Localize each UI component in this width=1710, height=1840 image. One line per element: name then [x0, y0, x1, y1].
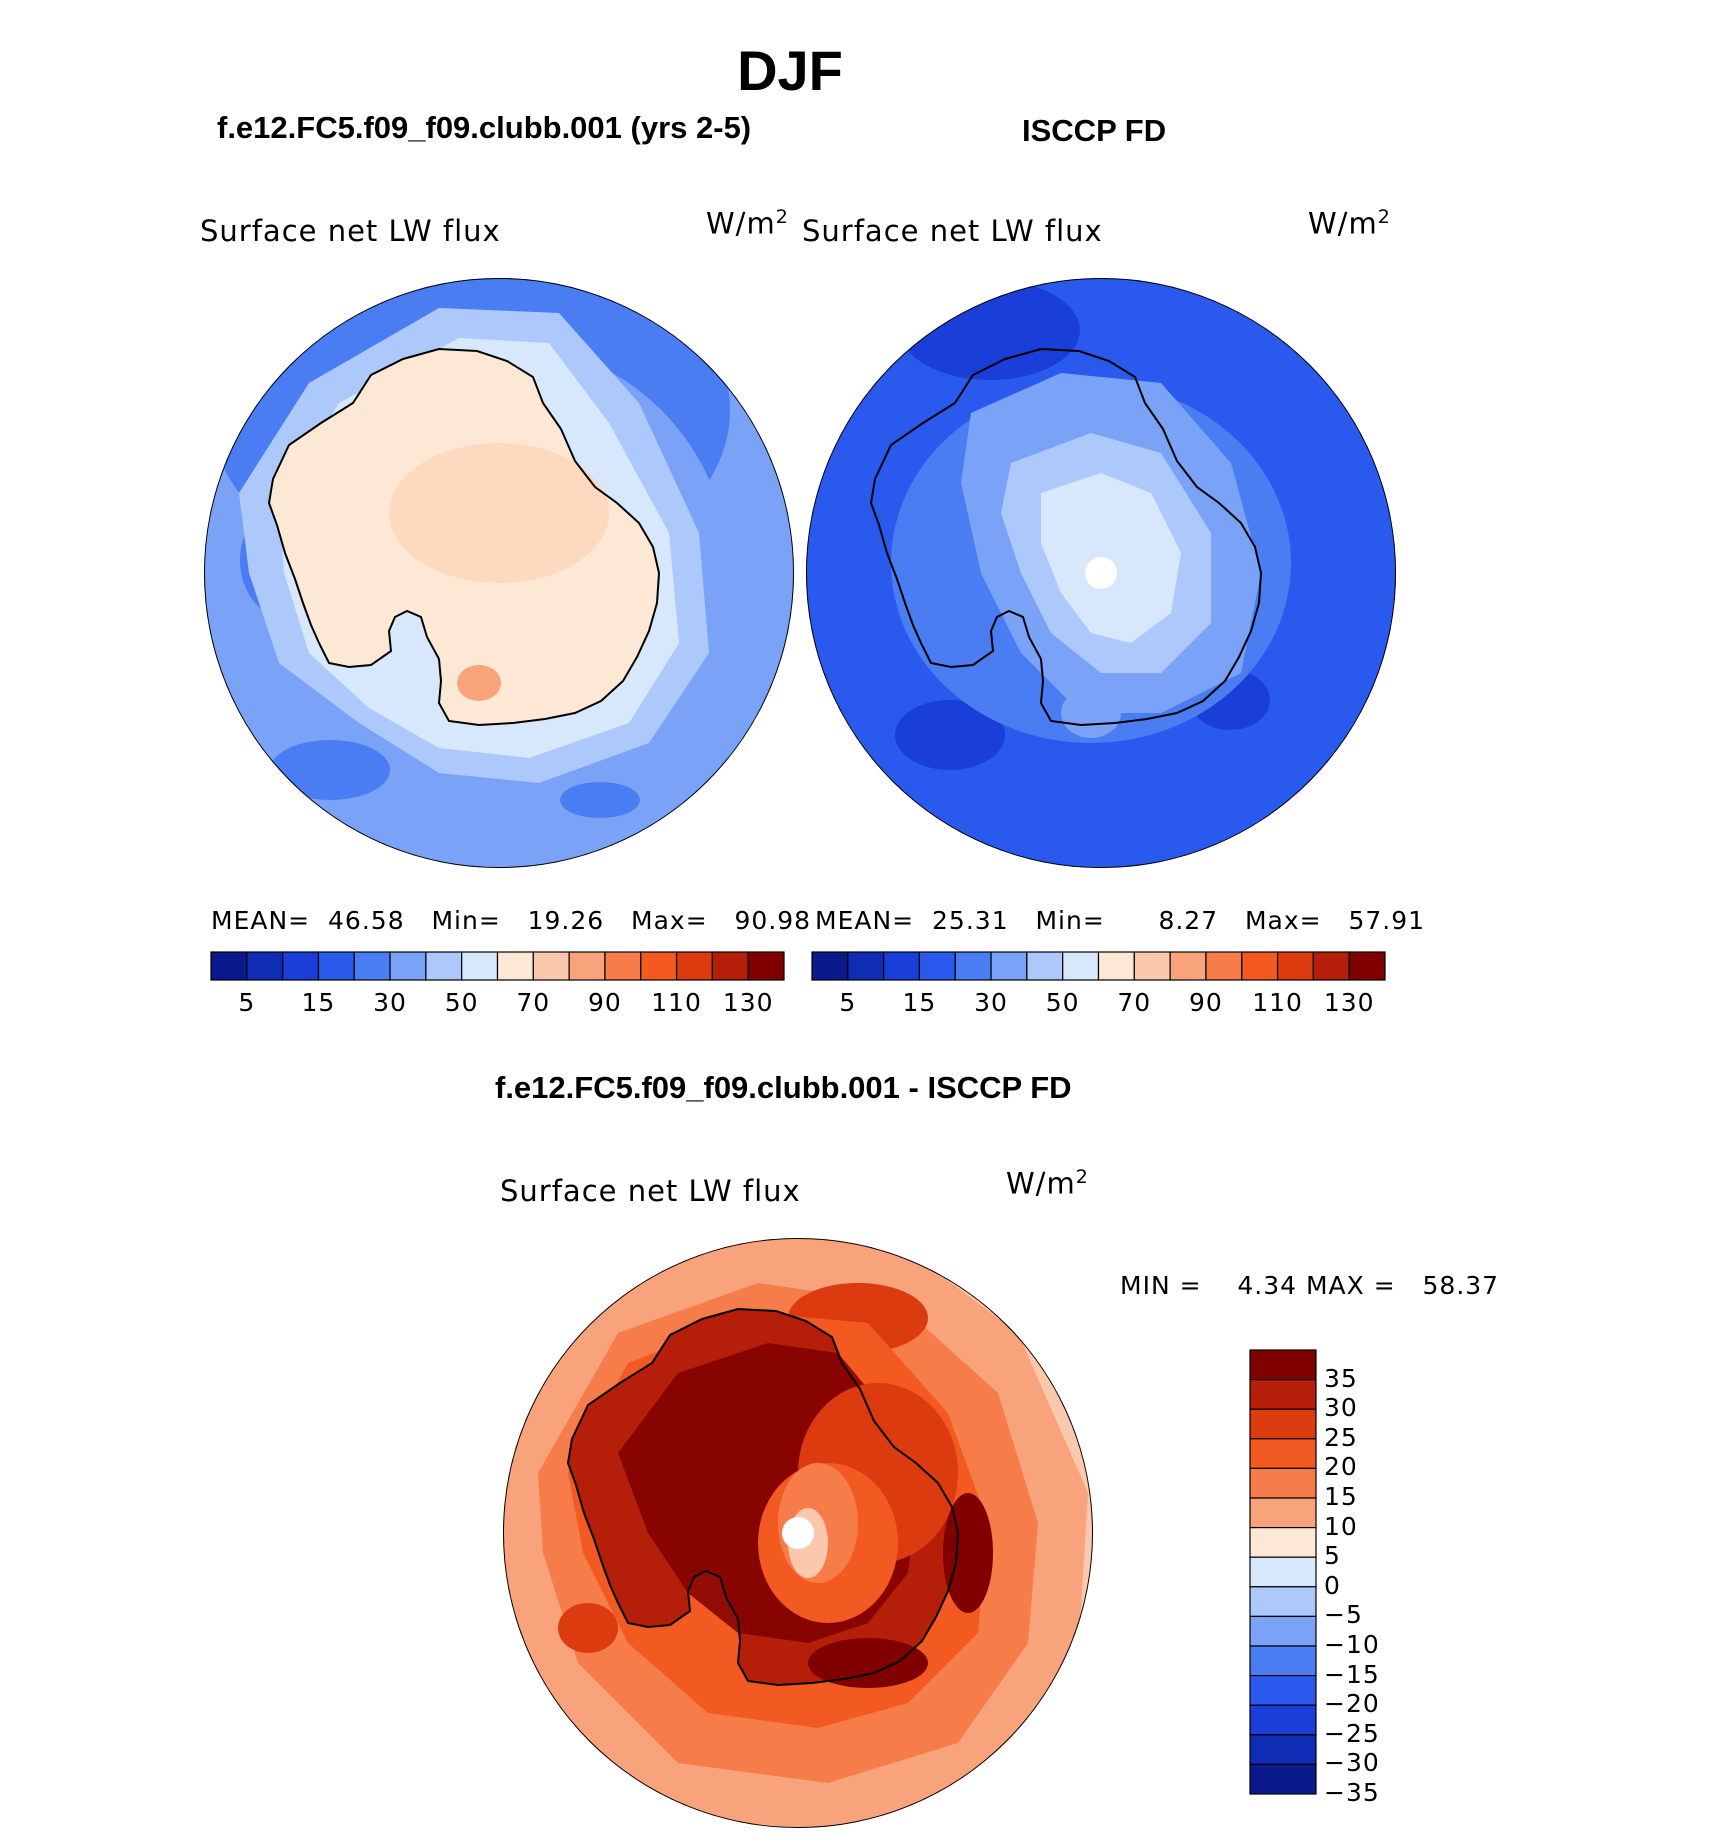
colorbar-tick-label: 30: [373, 988, 407, 1017]
colorbar-swatch: [990, 951, 1028, 981]
colorbar-tick-label: −5: [1324, 1600, 1363, 1630]
colorbar-swatch: [1249, 1497, 1317, 1529]
colorbar-swatch: [568, 951, 606, 981]
colorbar-swatch: [1249, 1645, 1317, 1677]
colorbar-tick-label: −35: [1324, 1778, 1380, 1807]
colorbar-swatch: [811, 951, 849, 981]
colorbar-tick-label: −15: [1324, 1659, 1380, 1689]
model-colorbar: [210, 951, 785, 981]
colorbar-swatch: [425, 951, 463, 981]
colorbar-swatch: [532, 951, 570, 981]
diff-heading: f.e12.FC5.f09_f09.clubb.001 - ISCCP FD: [495, 1070, 1072, 1105]
colorbar-tick-label: 50: [444, 988, 479, 1017]
colorbar-swatch: [282, 951, 320, 981]
colorbar-swatch: [1249, 1615, 1317, 1647]
colorbar-tick-label: 5: [839, 988, 857, 1017]
colorbar-swatch: [1249, 1556, 1317, 1588]
colorbar-tick-label: 25: [1324, 1422, 1358, 1452]
colorbar-swatch: [461, 951, 499, 981]
colorbar-tick-label: 130: [1323, 988, 1375, 1017]
colorbar-tick-label: −10: [1324, 1630, 1380, 1659]
colorbar-tick-label: 0: [1324, 1570, 1341, 1600]
obs-colorbar: [811, 951, 1386, 981]
colorbar-tick-label: 30: [974, 988, 1008, 1017]
colorbar-swatch: [1249, 1763, 1317, 1795]
colorbar-swatch: [1312, 951, 1350, 981]
colorbar-tick-label: 15: [1324, 1482, 1358, 1511]
colorbar-tick-label: 50: [1045, 988, 1080, 1017]
colorbar-swatch: [1205, 951, 1243, 981]
colorbar-swatch: [1348, 951, 1386, 981]
obs-heading: ISCCP FD: [1022, 113, 1167, 148]
diff-map: [503, 1238, 1093, 1828]
colorbar-tick-label: 5: [238, 988, 256, 1017]
colorbar-swatch: [604, 951, 642, 981]
colorbar-swatch: [747, 951, 785, 981]
colorbar-swatch: [1249, 1438, 1317, 1470]
main-title: DJF: [737, 39, 843, 102]
model-map: [204, 278, 794, 868]
colorbar-swatch: [1062, 951, 1100, 981]
colorbar-swatch: [1249, 1674, 1317, 1706]
colorbar-tick-label: −20: [1324, 1689, 1380, 1719]
colorbar-swatch: [1249, 1378, 1317, 1410]
colorbar-tick-label: 90: [1189, 988, 1223, 1017]
diff-stats: MIN = 4.34 MAX = 58.37: [1120, 1271, 1500, 1300]
colorbar-swatch: [1097, 951, 1135, 981]
diff-colorbar: [1249, 1349, 1317, 1795]
obs-variable-label: Surface net LW flux: [802, 214, 1103, 248]
colorbar-swatch: [847, 951, 885, 981]
colorbar-tick-label: −30: [1324, 1748, 1380, 1778]
colorbar-tick-label: 30: [1324, 1393, 1358, 1423]
colorbar-swatch: [1249, 1586, 1317, 1618]
colorbar-swatch: [711, 951, 749, 981]
colorbar-tick-label: 130: [722, 988, 774, 1017]
colorbar-swatch: [1276, 951, 1314, 981]
colorbar-swatch: [918, 951, 956, 981]
colorbar-tick-label: 70: [1117, 988, 1152, 1017]
colorbar-tick-label: 70: [516, 988, 551, 1017]
colorbar-tick-label: 15: [301, 988, 336, 1017]
colorbar-swatch: [496, 951, 534, 981]
colorbar-swatch: [1249, 1408, 1317, 1440]
colorbar-swatch: [1241, 951, 1279, 981]
colorbar-swatch: [1249, 1467, 1317, 1499]
obs-map: [806, 278, 1396, 868]
colorbar-swatch: [640, 951, 678, 981]
colorbar-tick-label: 110: [1252, 988, 1303, 1017]
colorbar-tick-label: 10: [1324, 1511, 1358, 1541]
obs-stats: MEAN= 25.31 Min= 8.27 Max= 57.91: [815, 906, 1426, 935]
colorbar-tick-label: 20: [1324, 1452, 1358, 1482]
colorbar-swatch: [1133, 951, 1171, 981]
colorbar-tick-label: 90: [588, 988, 622, 1017]
colorbar-swatch: [1249, 1349, 1317, 1381]
colorbar-tick-label: −25: [1324, 1718, 1380, 1748]
colorbar-swatch: [1026, 951, 1064, 981]
colorbar-tick-label: 15: [902, 988, 937, 1017]
model-stats: MEAN= 46.58 Min= 19.26 Max= 90.98: [211, 906, 812, 935]
colorbar-swatch: [210, 951, 248, 981]
model-units-label: W/m2: [706, 206, 789, 241]
colorbar-swatch: [1249, 1526, 1317, 1558]
colorbar-tick-label: 110: [651, 988, 702, 1017]
colorbar-swatch: [954, 951, 992, 981]
colorbar-swatch: [246, 951, 284, 981]
colorbar-swatch: [1249, 1704, 1317, 1736]
colorbar-swatch: [1169, 951, 1207, 981]
colorbar-tick-label: 35: [1324, 1363, 1358, 1393]
diff-variable-label: Surface net LW flux: [500, 1174, 801, 1208]
colorbar-swatch: [353, 951, 391, 981]
colorbar-swatch: [317, 951, 355, 981]
diff-units-label: W/m2: [1006, 1166, 1089, 1201]
colorbar-swatch: [1249, 1734, 1317, 1766]
obs-units-label: W/m2: [1308, 206, 1391, 241]
colorbar-swatch: [389, 951, 427, 981]
colorbar-swatch: [675, 951, 713, 981]
colorbar-swatch: [883, 951, 921, 981]
colorbar-tick-label: 5: [1324, 1541, 1341, 1571]
model-variable-label: Surface net LW flux: [200, 214, 501, 248]
model-heading: f.e12.FC5.f09_f09.clubb.001 (yrs 2-5): [217, 110, 752, 145]
